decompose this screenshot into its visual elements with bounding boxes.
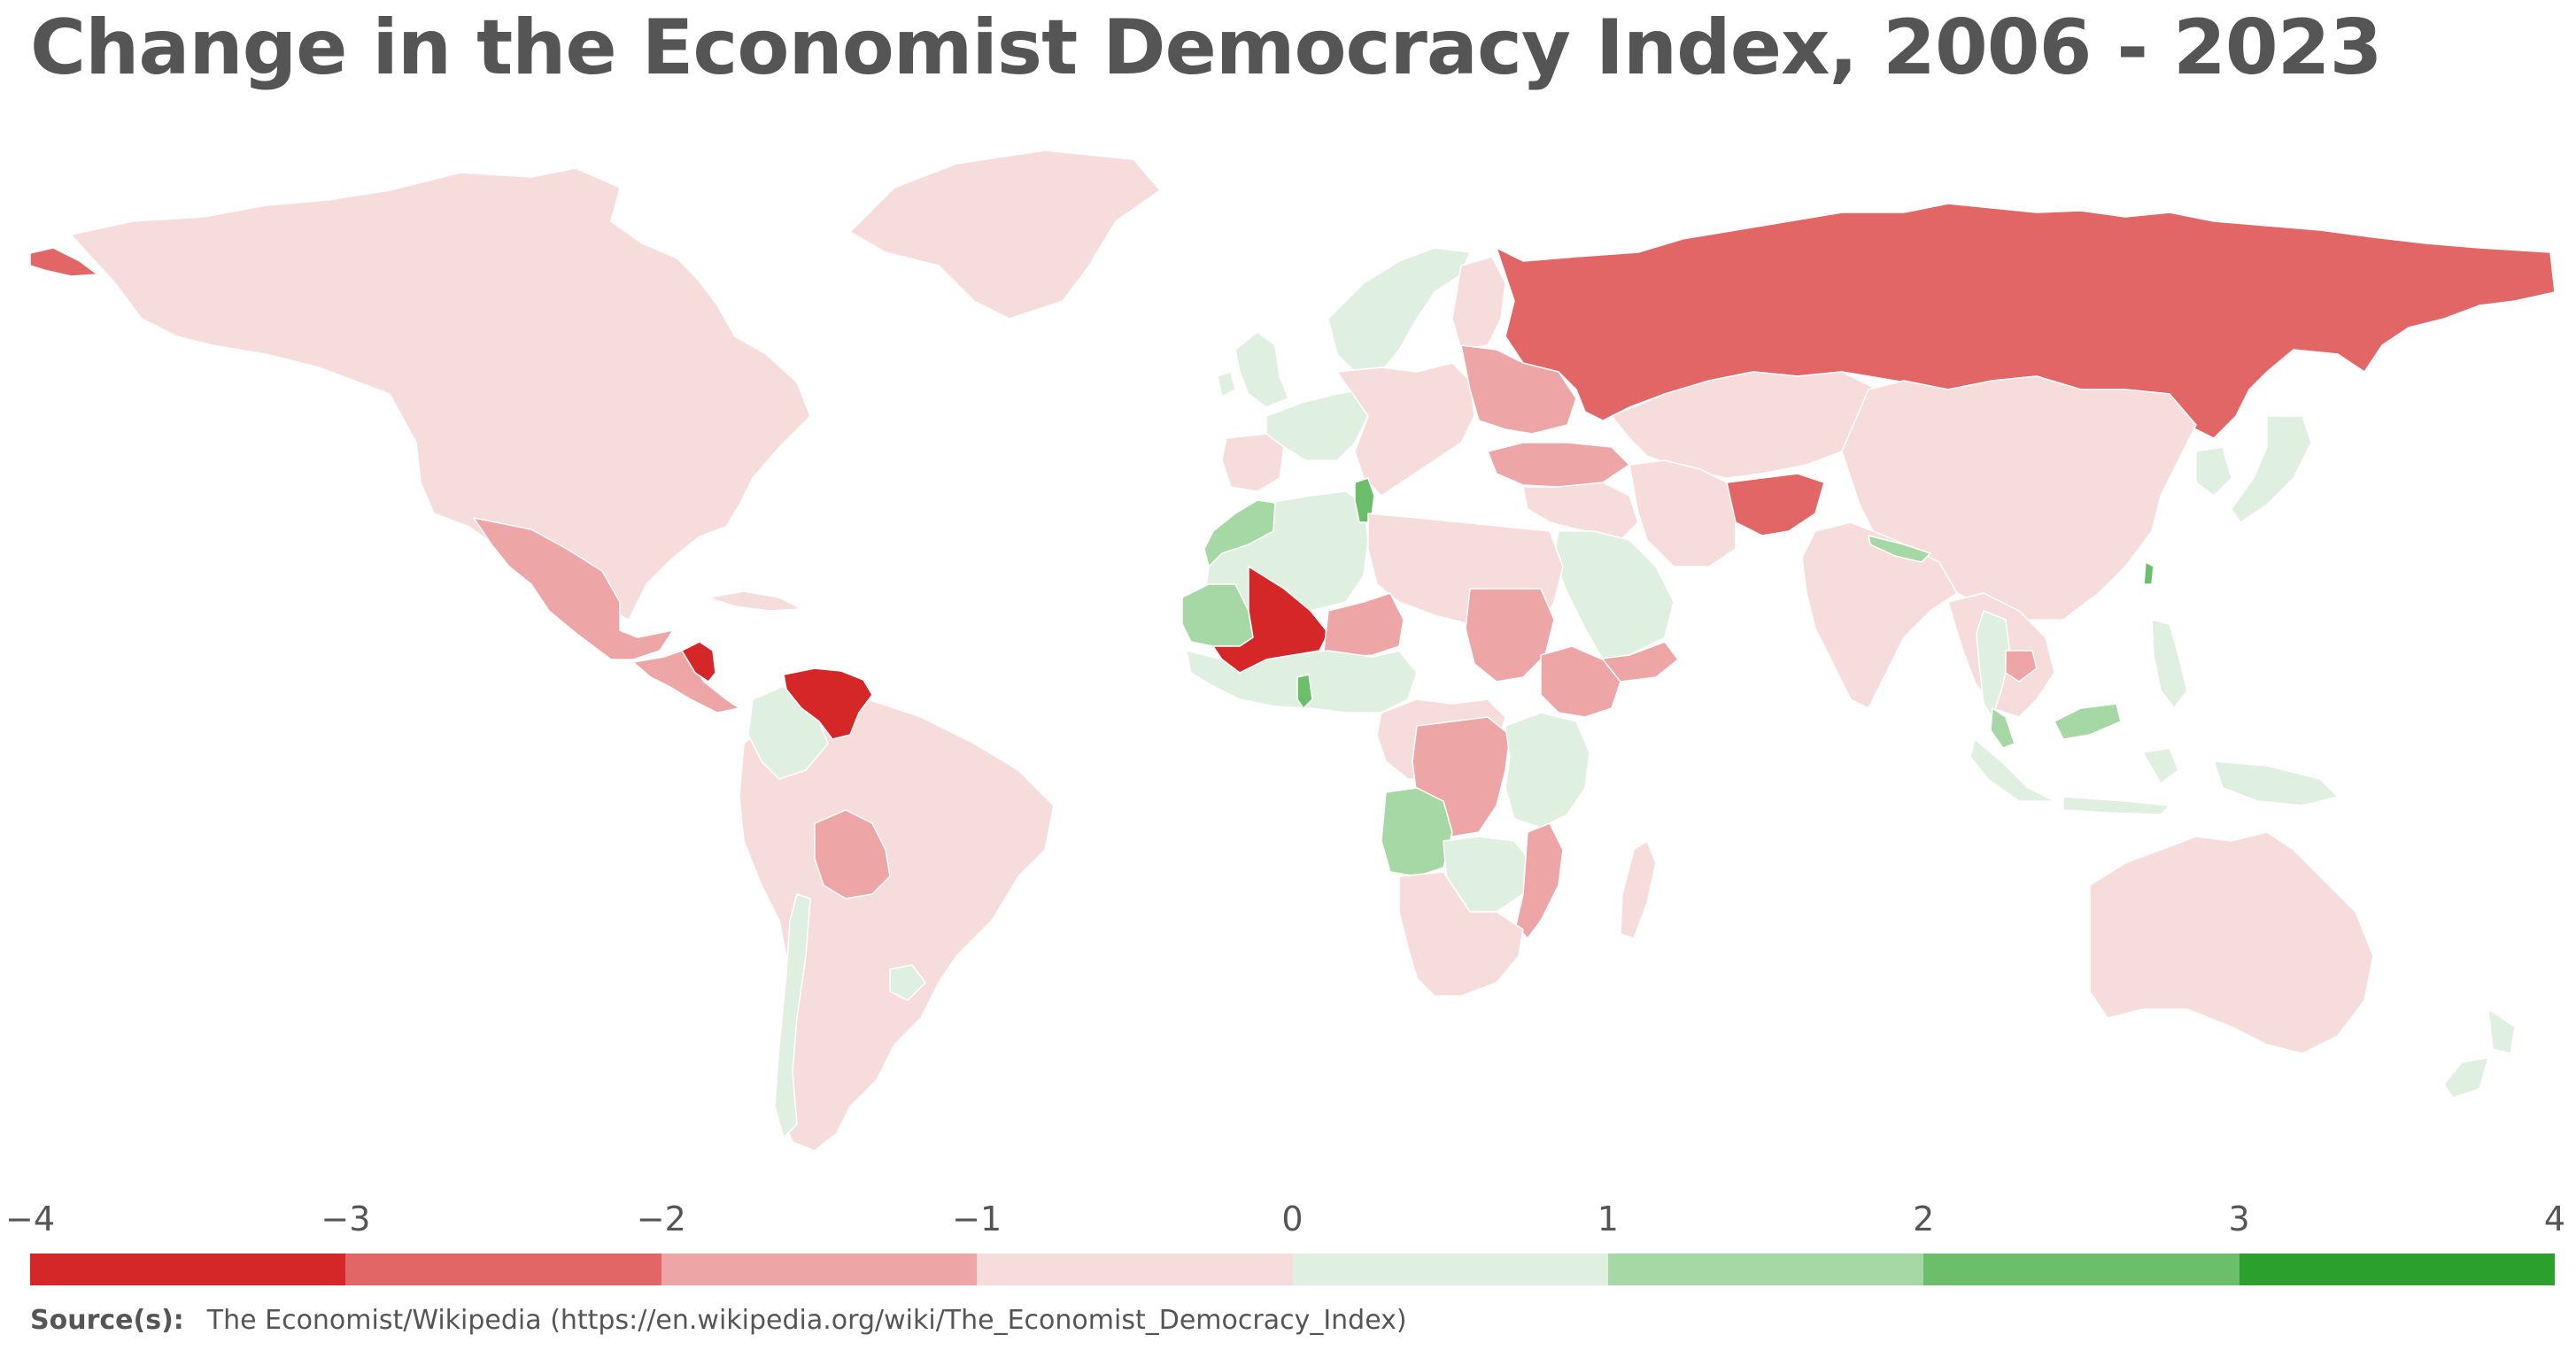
region-malaysia xyxy=(1990,703,2122,749)
region-mexico xyxy=(473,517,674,660)
source-label: Source(s): xyxy=(30,1305,184,1336)
region-central-america xyxy=(632,650,740,714)
region-madagascar xyxy=(1620,840,1657,939)
region-taiwan xyxy=(2143,561,2154,585)
region-cuba xyxy=(708,590,802,612)
region-sudan xyxy=(1465,588,1555,683)
region-iberia xyxy=(1221,433,1285,492)
region-uruguay xyxy=(889,964,926,1001)
region-british-isles xyxy=(1217,331,1289,408)
region-indonesia xyxy=(1969,738,2339,815)
region-alaska-tip xyxy=(29,247,98,277)
legend-bin-6 xyxy=(1923,1254,2239,1285)
region-south-america xyxy=(739,698,1055,1152)
region-mozambique xyxy=(1515,822,1564,939)
region-nepal xyxy=(1868,535,1931,563)
world-map xyxy=(29,150,2556,1152)
region-nicaragua xyxy=(681,641,716,683)
legend-ticks: −4 −3 −2 −1 0 1 2 3 4 xyxy=(0,1200,2576,1238)
legend-bin-1 xyxy=(345,1254,661,1285)
legend-tick: −1 xyxy=(952,1200,1002,1238)
region-turkey xyxy=(1487,442,1630,488)
page-title: Change in the Economist Democracy Index,… xyxy=(30,4,2382,92)
region-japan-korea xyxy=(2195,415,2312,523)
region-southern-africa xyxy=(1398,871,1524,997)
color-legend xyxy=(30,1254,2555,1285)
legend-tick: −2 xyxy=(636,1200,686,1238)
region-finland xyxy=(1451,256,1506,351)
region-central-europe xyxy=(1336,362,1475,497)
region-belarus-ukraine xyxy=(1460,344,1577,435)
legend-tick: 3 xyxy=(2228,1200,2250,1238)
region-middle-east xyxy=(1522,482,1639,541)
legend-tick: 0 xyxy=(1281,1200,1303,1238)
legend-tick: −4 xyxy=(4,1200,56,1238)
legend-tick: 1 xyxy=(1597,1200,1619,1238)
source-text: The Economist/Wikipedia (https://en.wiki… xyxy=(206,1305,1407,1336)
region-chile xyxy=(774,893,811,1138)
region-colombia xyxy=(747,685,829,780)
region-north-america xyxy=(70,167,811,621)
legend-tick: −3 xyxy=(321,1200,371,1238)
legend-tick: 4 xyxy=(2543,1200,2566,1238)
region-angola xyxy=(1381,787,1453,877)
region-afghanistan xyxy=(1726,473,1825,536)
legend-bin-4 xyxy=(1292,1254,1608,1285)
region-philippines xyxy=(2151,619,2188,709)
region-morocco xyxy=(1203,499,1276,567)
legend-bin-5 xyxy=(1607,1254,1924,1285)
region-ethiopia xyxy=(1540,645,1621,718)
region-new-zealand xyxy=(2443,1008,2516,1099)
legend-bin-3 xyxy=(977,1254,1293,1285)
region-east-africa xyxy=(1505,712,1590,829)
region-cambodia xyxy=(2005,650,2038,683)
region-norway-sweden xyxy=(1327,247,1471,373)
legend-bin-7 xyxy=(2239,1254,2555,1285)
region-ghana xyxy=(1296,674,1313,709)
region-iran xyxy=(1628,459,1737,567)
legend-tick: 2 xyxy=(1913,1200,1935,1238)
legend-bin-2 xyxy=(661,1254,978,1285)
region-bolivia xyxy=(814,809,891,899)
source-note: Source(s): The Economist/Wikipedia (https… xyxy=(30,1305,1407,1336)
legend-bin-0 xyxy=(30,1254,346,1285)
region-arabia xyxy=(1553,530,1675,660)
region-greenland xyxy=(849,150,1161,320)
region-australia xyxy=(2089,831,2374,1054)
